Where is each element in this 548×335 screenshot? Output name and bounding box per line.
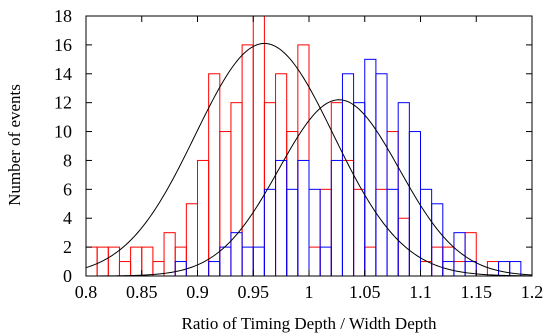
x-tick-label: 1.05 xyxy=(349,282,381,302)
bar-series-1 xyxy=(141,246,154,277)
bar-series-1 xyxy=(431,246,444,277)
x-tick-label: 1.15 xyxy=(461,282,493,302)
bar-series-2 xyxy=(297,159,310,277)
bar-series-2 xyxy=(319,246,332,277)
bar-series-1 xyxy=(330,102,343,277)
bar-series-1 xyxy=(319,188,332,277)
bars-layer xyxy=(85,15,522,277)
bar-series-1 xyxy=(275,73,288,277)
bar-series-2 xyxy=(263,188,277,277)
bar-series-2 xyxy=(286,188,299,277)
y-tick-label: 12 xyxy=(54,93,72,113)
bar-series-1 xyxy=(386,131,399,277)
fit-curve-1 xyxy=(85,42,533,277)
bar-series-2 xyxy=(498,261,511,277)
y-tick-label: 6 xyxy=(63,179,72,199)
bar-series-1 xyxy=(219,131,232,277)
x-axis-title: Ratio of Timing Depth / Width Depth xyxy=(182,314,437,333)
bar-series-2 xyxy=(308,188,321,277)
bar-series-1 xyxy=(85,246,98,277)
bar-series-1 xyxy=(464,232,477,277)
y-tick-label: 16 xyxy=(54,35,72,55)
bar-series-1 xyxy=(130,246,143,277)
y-tick-label: 14 xyxy=(54,64,72,84)
x-tick-label: 1.1 xyxy=(409,282,432,302)
x-tick-label: 1 xyxy=(305,282,314,302)
bar-series-2 xyxy=(364,58,377,277)
bar-series-2 xyxy=(252,246,265,277)
bar-series-2 xyxy=(330,159,343,277)
ticks-layer: 0.8 0.85 0.9 0.95 1 1.05 1.1 1.15 1.2 0 2 4 6 8 10 12 14… xyxy=(54,6,543,302)
bar-series-1 xyxy=(96,246,109,277)
bar-series-1 xyxy=(241,44,254,277)
bar-series-1 xyxy=(197,159,210,277)
y-axis-title: Number of events xyxy=(5,84,24,206)
bar-series-1 xyxy=(453,261,466,277)
bar-series-1 xyxy=(420,261,433,277)
bar-series-1 xyxy=(364,246,377,277)
bar-series-2 xyxy=(397,102,410,277)
y-tick-label: 18 xyxy=(54,6,72,26)
x-tick-label: 0.85 xyxy=(126,282,158,302)
bar-series-1 xyxy=(397,217,410,277)
x-tick-label: 0.9 xyxy=(186,282,209,302)
y-tick-label: 10 xyxy=(54,122,72,142)
bar-series-2 xyxy=(375,73,388,277)
bar-series-2 xyxy=(275,159,288,277)
bar-series-2 xyxy=(453,232,466,277)
bar-series-1 xyxy=(308,246,321,277)
bar-series-2 xyxy=(386,188,399,277)
bar-series-1 xyxy=(341,159,355,277)
bar-series-2 xyxy=(219,246,232,277)
bar-series-2 xyxy=(208,261,221,277)
x-tick-label: 1.2 xyxy=(521,282,544,302)
bar-series-1 xyxy=(163,232,176,277)
x-tick-label: 0.95 xyxy=(238,282,270,302)
y-tick-label: 4 xyxy=(63,208,72,228)
bar-series-1 xyxy=(375,188,388,277)
bar-series-2 xyxy=(174,261,187,277)
bar-series-2 xyxy=(241,246,254,277)
bar-series-1 xyxy=(230,102,243,277)
y-tick-label: 0 xyxy=(63,266,72,286)
y-tick-label: 2 xyxy=(63,237,72,257)
fit-curves-layer xyxy=(85,42,533,277)
y-tick-label: 8 xyxy=(63,150,72,170)
bar-series-1 xyxy=(252,15,265,277)
fit-curve-2 xyxy=(86,99,533,277)
bar-series-1 xyxy=(353,188,366,277)
bar-series-2 xyxy=(431,203,444,277)
bar-series-1 xyxy=(118,261,132,277)
x-tick-label: 0.8 xyxy=(75,282,98,302)
